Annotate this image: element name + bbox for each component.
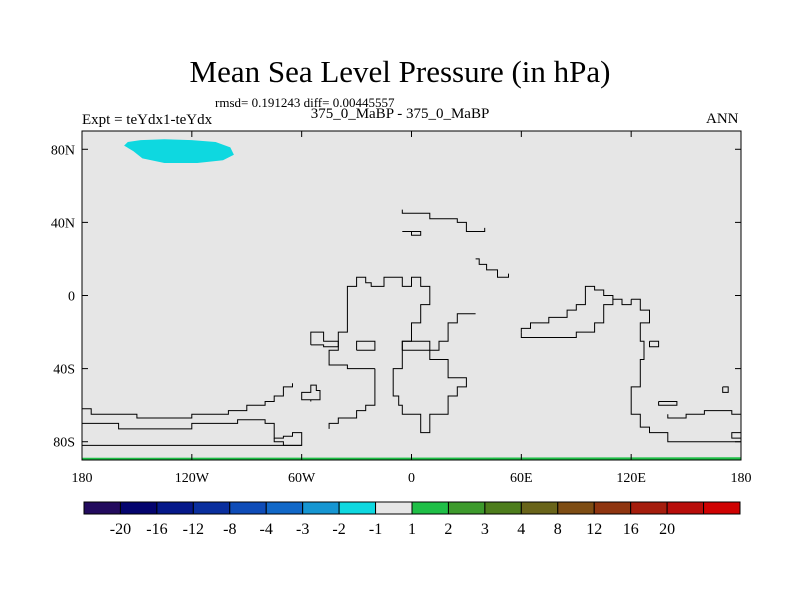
coastline-5 <box>310 331 339 348</box>
coastline-9 <box>520 285 614 333</box>
y-axis: 80N 40N 0 40S 80S <box>51 143 741 451</box>
colorbar-label-3: -8 <box>223 521 236 538</box>
coastline-8 <box>520 298 632 338</box>
coastline-0 <box>401 209 486 232</box>
map-background <box>82 131 741 460</box>
colorbar-box-0 <box>83 501 121 515</box>
x-tick-label-0: 180 <box>72 471 93 486</box>
colorbar-label-1: -16 <box>146 521 167 538</box>
colorbar-label-4: -4 <box>260 521 273 538</box>
colorbar-box-11 <box>484 501 522 515</box>
coastline-1 <box>402 231 422 236</box>
colorbar-box-7 <box>338 501 377 515</box>
colorbar-label-0: -20 <box>110 521 131 538</box>
case-label: 375_0_MaBP - 375_0_MaBP <box>310 106 490 122</box>
colorbar-label-11: 4 <box>517 521 525 538</box>
y-tick-label-2: 0 <box>68 290 75 305</box>
coastline-3 <box>328 368 376 429</box>
x-tick-label-1: 120W <box>175 471 210 486</box>
coastline-2 <box>475 258 509 278</box>
y-tick-label-1: 40N <box>51 216 75 231</box>
y-tick-label-4: 80S <box>53 436 75 451</box>
stats-label: rmsd= 0.191243 diff= 0.00445557 <box>215 95 395 110</box>
colorbar: -20 -16 -12 -8 -4 -3 -2 -1 1 2 3 4 8 12 16 20 <box>83 501 741 538</box>
colorbar-label-6: -2 <box>332 521 345 538</box>
colorbar-box-12 <box>520 501 559 515</box>
colorbar-box-6 <box>302 501 340 515</box>
colorbar-box-10 <box>447 501 486 515</box>
coastline-14 <box>82 383 293 419</box>
colorbar-box-15 <box>630 501 668 515</box>
x-tick-label-5: 120E <box>616 471 646 486</box>
x-tick-label-2: 60W <box>288 471 316 486</box>
shaded-region-0 <box>124 139 234 163</box>
coastline-18 <box>658 401 678 406</box>
colorbar-box-8 <box>375 501 413 515</box>
colorbar-label-5: -3 <box>296 521 309 538</box>
chart-title: Mean Sea Level Pressure (in hPa) <box>189 54 611 89</box>
coastline-17 <box>667 410 742 439</box>
colorbar-label-10: 3 <box>481 521 489 538</box>
x-tick-label-4: 60E <box>510 471 533 486</box>
colorbar-box-14 <box>593 501 632 515</box>
colorbar-label-13: 12 <box>586 521 602 538</box>
x-tick-label-6: 180 <box>731 471 752 486</box>
y-tick-label-0: 80N <box>51 143 75 158</box>
colorbar-box-17 <box>703 501 741 515</box>
colorbar-box-1 <box>119 501 158 515</box>
experiment-label: Expt = teYdx1-teYdx <box>82 112 213 128</box>
coastline-13 <box>301 384 321 402</box>
x-axis: 180 120W 60W 0 60E 120E 180 <box>72 131 752 486</box>
colorbar-label-12: 8 <box>554 521 562 538</box>
coastline-15 <box>81 410 303 446</box>
season-label: ANN <box>706 111 739 127</box>
colorbar-box-5 <box>265 501 304 515</box>
coastline-12 <box>722 386 729 393</box>
colorbar-label-8: 1 <box>408 521 416 538</box>
coastline-16 <box>273 438 302 446</box>
coastline-7 <box>356 340 376 351</box>
colorbar-box-2 <box>156 501 194 515</box>
colorbar-label-7: -1 <box>369 521 382 538</box>
coastlines <box>81 209 742 446</box>
colorbar-box-4 <box>229 501 267 515</box>
coastline-11 <box>649 340 660 348</box>
colorbar-label-9: 2 <box>444 521 452 538</box>
colorbar-box-16 <box>666 501 705 515</box>
colorbar-box-13 <box>557 501 595 515</box>
colorbar-box-9 <box>411 501 449 515</box>
colorbar-label-15: 20 <box>659 521 675 538</box>
colorbar-label-14: 16 <box>623 521 639 538</box>
y-tick-label-3: 40S <box>53 363 75 378</box>
coastline-6 <box>401 340 431 351</box>
coastline-10 <box>630 298 741 443</box>
colorbar-label-2: -12 <box>183 521 204 538</box>
x-tick-label-3: 0 <box>408 471 415 486</box>
colorbar-box-3 <box>192 501 231 515</box>
